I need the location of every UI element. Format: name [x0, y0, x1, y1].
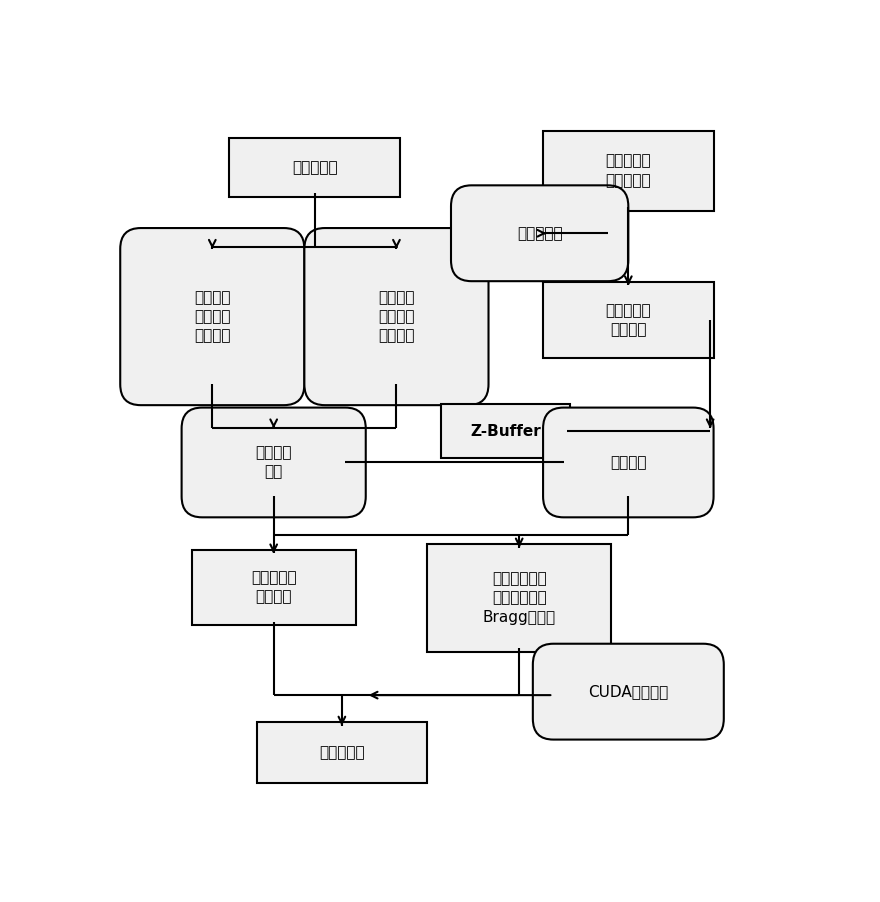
Text: 照射面元: 照射面元 — [610, 455, 647, 470]
FancyBboxPatch shape — [533, 644, 723, 740]
Text: 二维时变海
面并行建模: 二维时变海 面并行建模 — [605, 153, 651, 188]
FancyBboxPatch shape — [543, 131, 714, 211]
FancyBboxPatch shape — [181, 408, 366, 518]
FancyBboxPatch shape — [451, 185, 628, 281]
Text: 基于重力波调
制的粗糙海面
Bragg散射场: 基于重力波调 制的粗糙海面 Bragg散射场 — [482, 571, 556, 624]
FancyBboxPatch shape — [121, 228, 304, 405]
Text: 总的散射场: 总的散射场 — [319, 745, 364, 760]
Text: 粗糙海面相
干散射场: 粗糙海面相 干散射场 — [251, 570, 297, 604]
Text: Z-Buffer: Z-Buffer — [470, 424, 541, 438]
FancyBboxPatch shape — [427, 544, 612, 652]
FancyBboxPatch shape — [441, 404, 570, 458]
FancyBboxPatch shape — [192, 550, 356, 625]
Text: CUDA并行计算: CUDA并行计算 — [588, 684, 669, 699]
FancyBboxPatch shape — [304, 228, 488, 405]
FancyBboxPatch shape — [257, 723, 427, 783]
Text: 入射电磁波: 入射电磁波 — [292, 160, 337, 175]
Text: 大尺度重
力波分量
成立条件: 大尺度重 力波分量 成立条件 — [194, 290, 231, 344]
Text: 截断频率
选择: 截断频率 选择 — [255, 446, 292, 480]
FancyBboxPatch shape — [543, 408, 714, 518]
Text: 小尺度张
力波分量
成立条件: 小尺度张 力波分量 成立条件 — [378, 290, 414, 344]
Text: 入射波频率: 入射波频率 — [517, 226, 562, 241]
FancyBboxPatch shape — [230, 138, 400, 197]
FancyBboxPatch shape — [543, 282, 714, 358]
Text: 不同海面的
剖分精度: 不同海面的 剖分精度 — [605, 303, 651, 337]
